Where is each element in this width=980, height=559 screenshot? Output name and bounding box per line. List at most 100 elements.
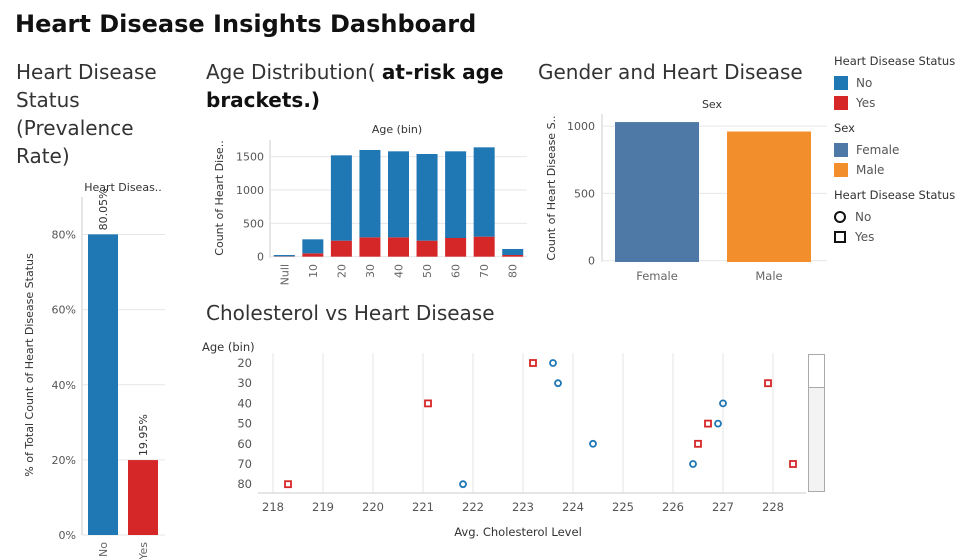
legend-label: Female (856, 143, 900, 157)
age-category-label: 30 (364, 264, 377, 278)
age-y-tick-label: 0 (257, 251, 264, 264)
legend-item-no[interactable]: No (834, 73, 980, 93)
chol-x-tick-label: 224 (562, 500, 584, 514)
gender-bar (615, 122, 699, 262)
chol-x-tick-label: 226 (662, 500, 684, 514)
age-panel-title: Age Distribution( at-risk age brackets.) (206, 58, 526, 114)
age-bar-segment (473, 147, 495, 237)
status-data-label: 80.05% (97, 188, 110, 230)
gender-bar (727, 131, 811, 262)
status-y-tick-label: 80% (52, 229, 76, 242)
legend-header: Sex (834, 121, 855, 135)
chol-y-category-label: 60 (237, 437, 252, 451)
status-category-label: No (97, 542, 110, 557)
chol-y-category-label: 70 (237, 457, 252, 471)
chol-point-no (459, 480, 467, 489)
gender-category-label: Male (755, 269, 782, 283)
age-bar-segment (388, 237, 409, 257)
status-bar (88, 234, 118, 535)
chol-y-category-label: 80 (237, 477, 252, 491)
gender-bar-chart: 0 500 1000 Female Male Sex Count of Heart D… (545, 98, 827, 283)
chol-point-no (554, 379, 562, 388)
status-y-tick-label: 60% (52, 304, 76, 317)
age-bar-segment (302, 253, 324, 257)
yes-swatch (834, 96, 848, 110)
status-y-tick-label: 40% (52, 379, 76, 392)
age-bar-segment (330, 155, 352, 241)
chol-point-no (719, 399, 727, 408)
legend-header: Heart Disease Status (834, 54, 956, 68)
age-bar-segment (359, 237, 381, 257)
chol-x-tick-label: 219 (312, 500, 334, 514)
chol-point-yes (764, 379, 772, 388)
chol-panel-title: Cholesterol vs Heart Disease (206, 301, 495, 325)
age-category-label: 50 (421, 264, 434, 278)
circle-icon (834, 211, 846, 223)
chol-x-tick-label: 228 (762, 500, 784, 514)
chol-point-no (689, 460, 697, 468)
legend-panel: Heart Disease Status No Yes Sex Female M… (834, 54, 980, 255)
legend-label: No (855, 210, 872, 224)
age-title-bold: at-risk age (381, 60, 504, 84)
female-swatch (834, 143, 848, 157)
age-bar-segment (502, 249, 524, 255)
age-category-label: 80 (507, 264, 520, 278)
gender-y-tick-label: 500 (574, 187, 595, 200)
shape-legend: Heart Disease Status No Yes (834, 188, 980, 247)
chol-point-yes (694, 439, 702, 448)
chol-y-category-label: 20 (237, 356, 252, 370)
chol-x-tick-label: 227 (712, 500, 734, 514)
age-column-header: Age (bin) (372, 123, 422, 136)
legend-item-male[interactable]: Male (834, 160, 980, 180)
age-stacked-bar-chart: 0 500 1000 1500 Null 10 20 30 40 50 60 70 80 Age (b… (213, 123, 527, 285)
status-color-legend: Heart Disease Status No Yes (834, 54, 980, 113)
gender-panel-title: Gender and Heart Disease (538, 60, 803, 84)
age-bar-segment (302, 239, 324, 254)
age-category-label: 20 (335, 264, 348, 278)
chol-x-tick-label: 222 (462, 500, 484, 514)
age-bar-segment (359, 150, 381, 238)
no-swatch (834, 76, 848, 90)
age-bar-segment (473, 236, 495, 257)
chol-point-yes (424, 399, 432, 408)
legend-label: No (856, 76, 873, 90)
status-title-line: Status (16, 88, 80, 112)
legend-item-yes-shape[interactable]: Yes (834, 227, 980, 247)
scrollbar-thumb[interactable] (809, 355, 824, 388)
age-title-plain: Age Distribution( (206, 60, 382, 84)
status-y-tick-label: 20% (52, 454, 76, 467)
gender-column-header: Sex (702, 98, 723, 111)
age-category-label: 40 (393, 264, 406, 278)
legend-item-no-shape[interactable]: No (834, 207, 980, 227)
status-data-label: 19.95% (137, 414, 150, 456)
status-y-axis-label: % of Total Count of Heart Disease Status (23, 253, 36, 477)
chol-y-category-label: 50 (237, 417, 252, 431)
age-y-tick-label: 1000 (236, 184, 264, 197)
status-panel-title: Heart Disease Status (Prevalence Rate) (16, 58, 186, 170)
age-bar-segment (388, 151, 409, 238)
chol-point-yes (284, 480, 292, 489)
chol-row-header: Age (bin) (202, 340, 255, 354)
chol-x-tick-label: 223 (512, 500, 534, 514)
gender-y-axis-label: Count of Heart Disease S.. (545, 115, 558, 260)
age-bar-segment (273, 255, 295, 257)
status-column-header: Heart Diseas.. (84, 181, 162, 194)
age-category-label: Null (278, 264, 291, 285)
chol-point-no (589, 439, 597, 448)
age-y-axis-label: Count of Heart Dise.. (213, 140, 226, 255)
status-category-label: Yes (137, 542, 150, 559)
status-title-line: Heart Disease (16, 60, 157, 84)
status-bar-chart: 0% 20% 40% 60% 80% 80.05% 19.95% No Yes Heart … (23, 181, 165, 559)
chol-point-yes (704, 419, 712, 428)
scatter-scrollbar[interactable] (808, 354, 825, 492)
status-title-line: Rate) (16, 144, 70, 168)
chol-point-no (714, 419, 722, 428)
cholesterol-scatter-chart: 20 30 40 50 60 70 80 218 219 220 221 222 223 224 225 2… (202, 340, 806, 539)
status-title-line: (Prevalence (16, 116, 134, 140)
age-bar-segment (416, 154, 438, 241)
age-bar-segment (416, 240, 438, 257)
status-y-tick-label: 0% (59, 529, 76, 542)
legend-item-female[interactable]: Female (834, 140, 980, 160)
chol-point-no (549, 359, 557, 367)
legend-item-yes[interactable]: Yes (834, 93, 980, 113)
